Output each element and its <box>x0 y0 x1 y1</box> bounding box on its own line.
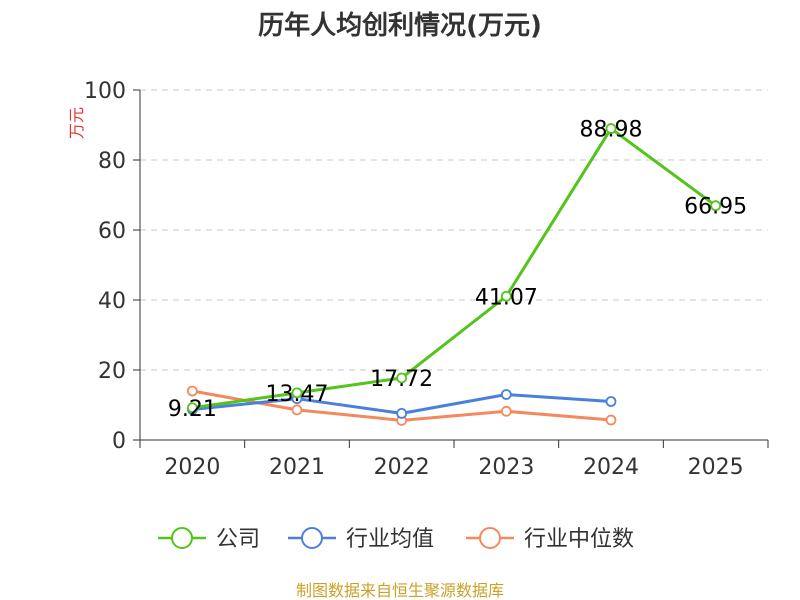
x-tick-labels: 2020 2021 2022 2023 2024 2025 <box>164 455 743 480</box>
point-1-2024 <box>605 396 617 407</box>
y-tick-label-40: 40 <box>98 289 126 314</box>
legend-marker-0 <box>171 527 193 549</box>
legend-label-2: 行业中位数 <box>524 527 634 552</box>
data-labels: 9.21 13.47 17.72 41.07 88.98 66.95 <box>168 118 747 422</box>
point-0-2020 <box>186 402 198 414</box>
series-line-0 <box>192 127 717 410</box>
x-tick-label-2023: 2023 <box>478 455 534 480</box>
series-group <box>186 123 722 426</box>
data-label-2023: 41.07 <box>475 285 538 310</box>
point-1-2022 <box>396 407 408 419</box>
point-0-2022 <box>396 372 408 384</box>
y-tick-label-0: 0 <box>112 429 126 454</box>
x-tick-label-2022: 2022 <box>374 455 430 480</box>
data-label-2021: 13.47 <box>266 382 329 407</box>
x-tick-label-2020: 2020 <box>164 455 220 480</box>
x-tick-label-2024: 2024 <box>583 455 639 480</box>
y-tick-label-80: 80 <box>98 149 126 174</box>
grid-lines <box>140 89 768 371</box>
series-0 <box>186 123 722 414</box>
legend-marker-2 <box>479 527 501 549</box>
legend: 公司 行业均值 行业中位数 <box>158 527 634 552</box>
point-2-2020 <box>186 385 198 397</box>
axes <box>133 89 769 448</box>
data-label-2025: 66.95 <box>684 195 747 220</box>
point-2-2024 <box>605 414 617 426</box>
point-0-2023 <box>500 290 512 302</box>
legend-marker-1 <box>301 527 323 549</box>
y-tick-label-20: 20 <box>98 359 126 384</box>
data-label-2022: 17.72 <box>370 367 433 392</box>
y-tick-labels: 0 20 40 60 80 100 <box>84 79 126 454</box>
legend-item-0: 公司 <box>158 527 260 552</box>
point-2-2023 <box>500 405 512 417</box>
y-tick-label-100: 100 <box>84 79 126 104</box>
point-1-2023 <box>500 389 512 400</box>
y-tick-label-60: 60 <box>98 219 126 244</box>
y-axis-label: 万元 <box>67 107 86 139</box>
data-label-2024: 88.98 <box>580 118 643 143</box>
series-2 <box>186 385 617 426</box>
point-2-2021 <box>291 404 303 416</box>
x-tick-label-2021: 2021 <box>269 455 325 480</box>
x-tick-label-2025: 2025 <box>688 455 744 480</box>
point-0-2024 <box>605 123 617 134</box>
legend-label-0: 公司 <box>216 527 260 552</box>
legend-item-1: 行业均值 <box>288 527 434 552</box>
point-0-2021 <box>291 387 303 399</box>
chart-title: 历年人均创利情况(万元) <box>258 10 542 41</box>
data-label-2020: 9.21 <box>168 397 217 422</box>
legend-label-1: 行业均值 <box>346 527 434 552</box>
legend-item-2: 行业中位数 <box>466 527 634 552</box>
point-0-2025 <box>710 200 722 212</box>
source-note: 制图数据来自恒生聚源数据库 <box>296 581 504 600</box>
